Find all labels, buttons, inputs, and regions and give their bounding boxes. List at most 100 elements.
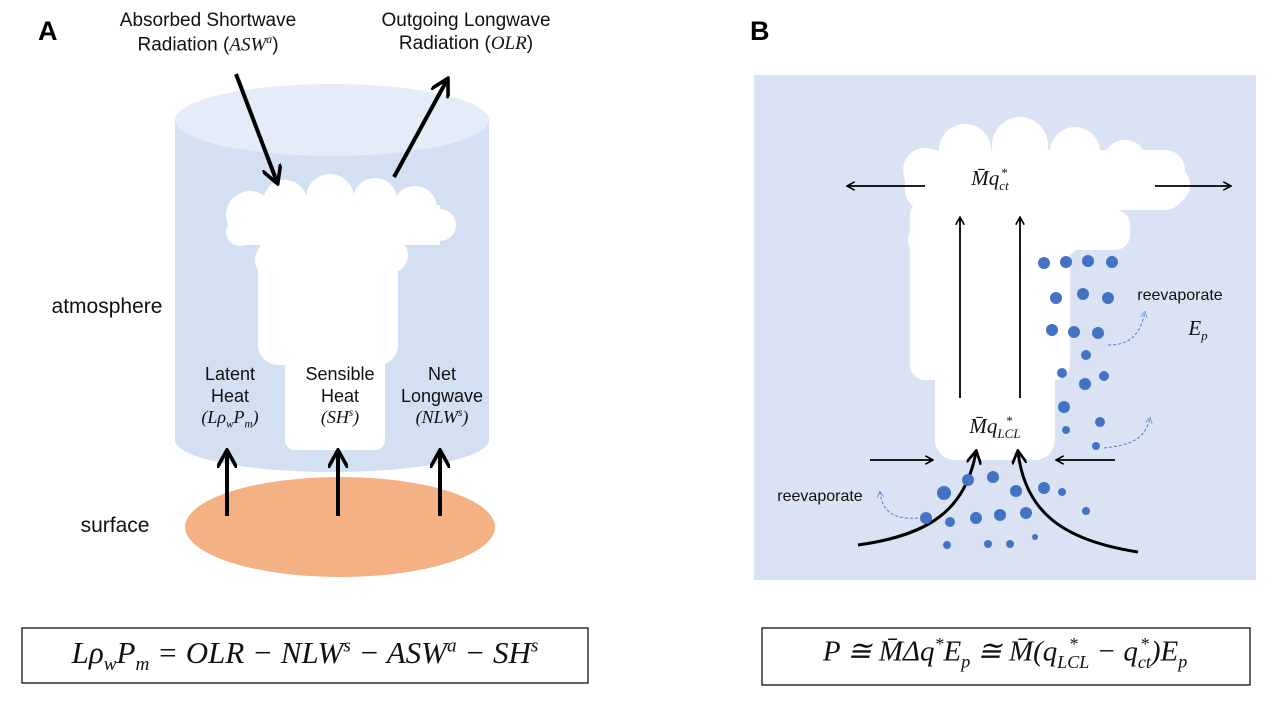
math: (SH: [320, 407, 349, 428]
math: P: [116, 635, 136, 670]
subscript: ct: [1137, 652, 1151, 672]
text: Sensible: [305, 364, 375, 384]
text: Radiation (: [137, 34, 230, 56]
math: ): [462, 407, 469, 428]
math: (NLW: [415, 407, 458, 428]
subscript: m: [135, 654, 150, 676]
label-line: Heat: [305, 386, 374, 408]
subscript: LCL: [997, 426, 1021, 442]
superscript: s: [343, 635, 351, 657]
equation-box: [761, 627, 1251, 686]
label-line: reevaporate: [1137, 286, 1222, 305]
subscript: m: [244, 418, 253, 431]
text: ): [526, 32, 534, 54]
lcl-flux: M̄q * LCL: [969, 414, 1020, 440]
sensible: Sensible Heat (SHs): [305, 364, 374, 429]
cloud-b: [903, 117, 1190, 460]
reevaporate-left: reevaporate: [777, 487, 862, 506]
label-line: P ≅ M̄Δq*Ep ≅ M̄(q * LCL − q * ct)Ep: [823, 634, 1187, 673]
label-line: Net: [401, 364, 483, 386]
text: Heat: [320, 385, 360, 406]
superscript: a: [266, 32, 273, 46]
math: − q: [1089, 635, 1138, 668]
superscript: *: [1068, 634, 1078, 655]
label-line: Sensible: [305, 364, 374, 386]
surface-disk: [185, 477, 495, 577]
superscript: s: [530, 635, 539, 657]
label-line: M̄q * LCL: [969, 414, 1020, 440]
text: Radiation (: [398, 32, 491, 54]
raindrops: [920, 255, 1118, 549]
label-line: Ep: [1188, 316, 1207, 344]
text: ): [272, 34, 279, 56]
subscript: p: [1178, 651, 1188, 672]
math: P ≅ M̄Δq: [822, 635, 935, 668]
equation: P ≅ M̄Δq*Ep ≅ M̄(q * LCL − q * ct)Ep: [823, 634, 1187, 673]
text: Heat: [210, 385, 250, 406]
net-longwave: Net Longwave (NLWs): [401, 364, 483, 429]
superscript: *: [1000, 165, 1008, 181]
flow-arrows: [848, 186, 1230, 554]
label-line: M̄q * ct: [971, 166, 1008, 192]
outgoing-arrow: [392, 80, 447, 178]
label-line: LρwPm = OLR − NLWs − ASWa − SHs: [72, 634, 539, 676]
math: = OLR − NLW: [149, 635, 344, 670]
label-line: (SHs): [305, 407, 374, 429]
subscript: w: [226, 418, 234, 431]
label-line: Outgoing Longwave: [381, 10, 550, 33]
math: − SH: [456, 635, 531, 670]
math: ): [353, 407, 360, 428]
text: Latent: [204, 364, 256, 384]
superscript: *: [934, 634, 944, 654]
superscript: s: [348, 407, 354, 420]
math: )E: [1150, 635, 1179, 668]
label-line: Radiation (ASWa): [120, 33, 296, 57]
label-line: (NLWs): [401, 407, 483, 429]
label-line: Heat: [201, 386, 258, 408]
text: surface: [80, 514, 150, 537]
label-line: Absorbed Shortwave: [120, 10, 296, 33]
subscript: LCL: [1057, 652, 1090, 672]
script: * LCL: [997, 414, 1020, 440]
panel-letter: A: [38, 16, 58, 46]
latent: Latent Heat (LρwPm): [201, 364, 258, 432]
math: M̄q: [969, 414, 998, 438]
reevap-arrows: [880, 312, 1150, 519]
label-line: reevaporate: [777, 487, 862, 506]
atmosphere: atmosphere: [52, 294, 163, 319]
efficiency: Ep: [1188, 316, 1207, 344]
math: − ASW: [350, 635, 447, 670]
subscript: p: [961, 651, 971, 672]
shortwave: Absorbed Shortwave Radiation (ASWa): [120, 10, 296, 57]
text: Absorbed Shortwave: [119, 10, 297, 31]
script: * ct: [1138, 635, 1151, 671]
text: Outgoing Longwave: [381, 10, 551, 31]
equation: LρwPm = OLR − NLWs − ASWa − SHs: [72, 634, 539, 676]
panel-letter: B: [750, 16, 770, 46]
math: OLR: [490, 32, 527, 54]
subscript: ct: [999, 178, 1009, 194]
superscript: a: [446, 635, 457, 657]
script: * LCL: [1057, 635, 1089, 671]
label-line: Radiation (OLR): [381, 33, 550, 56]
subscript: w: [103, 654, 117, 676]
superscript: s: [457, 407, 463, 420]
label-line: surface: [81, 513, 150, 538]
label-line: atmosphere: [52, 294, 163, 319]
math: (Lρ: [201, 407, 227, 428]
text: Longwave: [400, 385, 484, 406]
reevaporate-right: reevaporate: [1137, 286, 1222, 305]
flux-arrows: [227, 452, 440, 516]
shortwave-arrow: [234, 73, 277, 182]
math: Lρ: [71, 635, 104, 670]
top-flux: M̄q * ct: [971, 166, 1008, 192]
superscript: *: [1139, 634, 1149, 655]
surface: surface: [81, 513, 150, 538]
outgoing: Outgoing Longwave Radiation (OLR): [381, 10, 550, 56]
math: E: [1188, 316, 1202, 340]
label-line: Latent: [201, 364, 258, 386]
math: P: [233, 407, 245, 428]
math: M̄q: [971, 166, 1000, 190]
